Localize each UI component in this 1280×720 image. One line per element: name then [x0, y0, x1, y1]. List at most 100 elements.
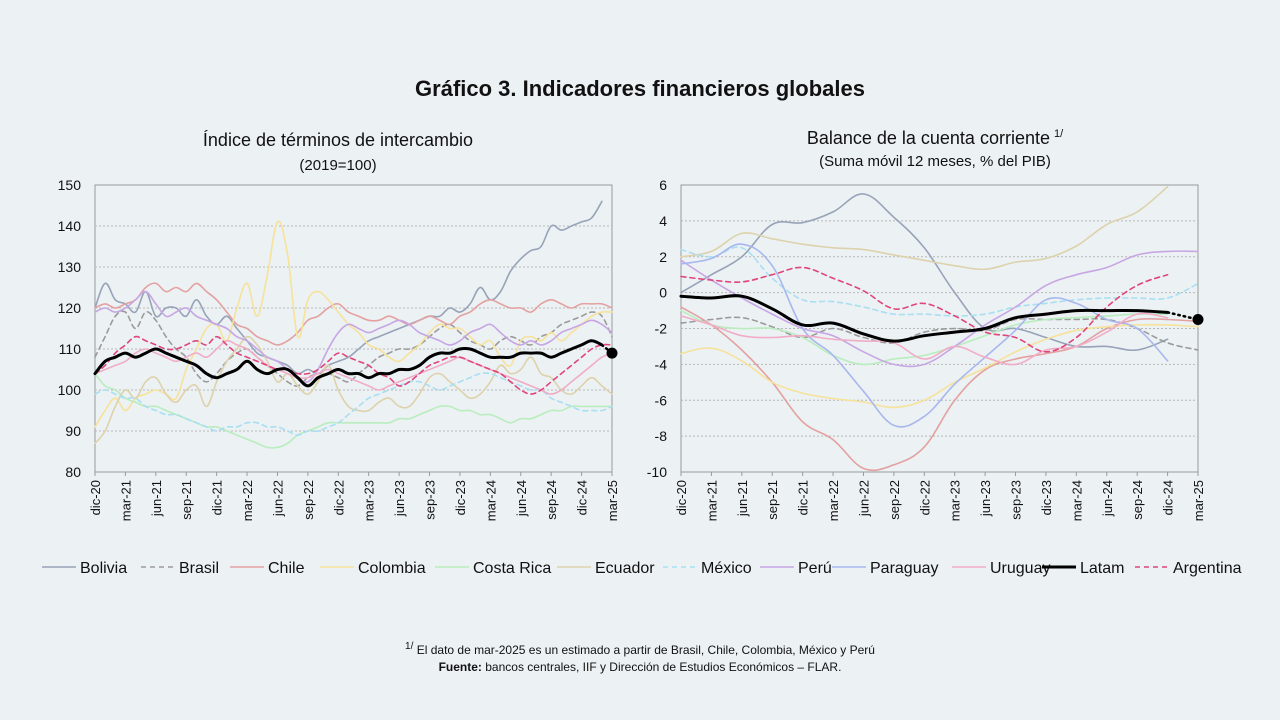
x-tick-label: sep-21 [765, 480, 780, 520]
series-ecuador [680, 186, 1169, 271]
x-tick-label: mar-22 [826, 480, 841, 521]
y-tick-label: -8 [655, 428, 668, 444]
legend-label: Chile [268, 560, 305, 577]
series-mexico [94, 372, 613, 436]
x-tick-label: sep-22 [887, 480, 902, 520]
x-tick-label: sep-23 [1009, 480, 1024, 520]
legend-label: México [701, 560, 752, 577]
legend-label: Paraguay [870, 560, 939, 577]
series-uruguay [680, 312, 1169, 366]
x-tick-label: sep-23 [423, 480, 438, 520]
x-tick-label: jun-23 [978, 480, 993, 517]
y-tick-label: -2 [655, 321, 668, 337]
legend-item: Ecuador [557, 560, 655, 577]
x-tick-label: mar-23 [362, 480, 377, 521]
legend-label: Costa Rica [473, 560, 551, 577]
legend-label: Ecuador [595, 560, 655, 577]
x-tick-label: mar-25 [1191, 480, 1206, 521]
chart-title-sup: 1/ [1054, 128, 1064, 140]
x-tick-label: dic-24 [1161, 480, 1176, 515]
chart-title: Balance de la cuenta corriente 1/ [807, 128, 1064, 148]
legend-item: Perú [760, 560, 832, 577]
x-tick-label: dic-21 [210, 480, 225, 515]
series-latam [93, 339, 604, 388]
legend-item: Chile [230, 560, 305, 577]
series-bolivia [680, 193, 1169, 352]
x-tick-label: dic-23 [1039, 480, 1054, 515]
footnote: 1/ El dato de mar-2025 es un estimado a … [0, 638, 1280, 676]
x-tick-label: dic-22 [917, 480, 932, 515]
chart-1: Índice de términos de intercambio (2019=1… [58, 130, 620, 521]
x-tick-label: jun-22 [270, 480, 285, 517]
y-tick-label: 130 [58, 259, 82, 275]
legend-label: Argentina [1173, 560, 1242, 577]
series-paraguay [680, 243, 1169, 428]
x-tick-label: dic-21 [796, 480, 811, 515]
latam-estimate-point [606, 347, 618, 359]
series-mexico [680, 246, 1199, 317]
x-tick-label: mar-22 [240, 480, 255, 521]
x-tick-label: mar-23 [948, 480, 963, 521]
series-colombia [94, 220, 613, 428]
x-tick-label: dic-22 [331, 480, 346, 515]
legend-label: Uruguay [990, 560, 1050, 577]
series-costa-rica [680, 309, 1169, 366]
x-tick-label: sep-24 [1130, 480, 1145, 520]
legend-item: Paraguay [832, 560, 939, 577]
y-tick-label: -4 [655, 356, 668, 372]
latam-estimate-point [1192, 314, 1204, 326]
legend-label: Perú [798, 560, 832, 577]
x-tick-label: mar-21 [704, 480, 719, 521]
main-title: Gráfico 3. Indicadores financieros globa… [415, 76, 865, 101]
chart-subtitle: (Suma móvil 12 meses, % del PIB) [819, 153, 1051, 170]
series-chile [680, 306, 1199, 472]
series-latam [679, 294, 1170, 343]
legend-item: Brasil [141, 560, 219, 577]
plot-frame [94, 184, 613, 473]
y-tick-label: 100 [58, 382, 82, 398]
footnote-note: 1/ El dato de mar-2025 es un estimado a … [0, 638, 1280, 659]
y-tick-label: 120 [58, 300, 82, 316]
y-tick-label: 140 [58, 218, 82, 234]
x-tick-label: mar-24 [1069, 480, 1084, 521]
legend-item: Uruguay [952, 560, 1050, 577]
footnote-source: Fuente: bancos centrales, IIF y Direcció… [0, 659, 1280, 676]
series-peru [94, 290, 613, 383]
latam-estimate-link [1166, 311, 1200, 321]
x-tick-label: jun-21 [149, 480, 164, 517]
legend-item: Colombia [320, 560, 426, 577]
y-tick-label: 150 [58, 177, 82, 193]
x-tick-label: mar-21 [118, 480, 133, 521]
legend-item: Argentina [1135, 560, 1242, 577]
y-tick-label: 80 [65, 464, 81, 480]
footnote-sup: 1/ [405, 641, 414, 652]
x-tick-label: jun-21 [735, 480, 750, 517]
legend-label: Colombia [358, 560, 426, 577]
x-tick-label: jun-23 [392, 480, 407, 517]
series-argentina [94, 335, 613, 395]
y-tick-label: 4 [659, 213, 667, 229]
x-tick-label: mar-25 [605, 480, 620, 521]
legend-label: Brasil [179, 560, 219, 577]
y-tick-label: 110 [59, 341, 82, 357]
legend-item: Bolivia [42, 560, 127, 577]
chart-title: Índice de términos de intercambio [203, 130, 473, 150]
legend-label: Latam [1080, 560, 1124, 577]
series-chile [94, 282, 613, 346]
chart-subtitle: (2019=100) [299, 157, 376, 174]
series-argentina [680, 266, 1169, 353]
x-tick-label: dic-20 [674, 480, 689, 515]
y-tick-label: -6 [655, 392, 668, 408]
legend-item: Costa Rica [435, 560, 551, 577]
x-tick-label: sep-24 [544, 480, 559, 520]
x-tick-label: sep-22 [301, 480, 316, 520]
footnote-text: El dato de mar-2025 es un estimado a par… [413, 643, 875, 657]
x-tick-label: jun-22 [856, 480, 871, 517]
series-colombia [680, 323, 1199, 409]
y-tick-label: -10 [647, 464, 667, 480]
y-tick-label: 2 [659, 249, 667, 265]
series-bolivia [94, 200, 603, 375]
y-tick-label: 90 [65, 423, 81, 439]
series-brasil [680, 316, 1199, 351]
